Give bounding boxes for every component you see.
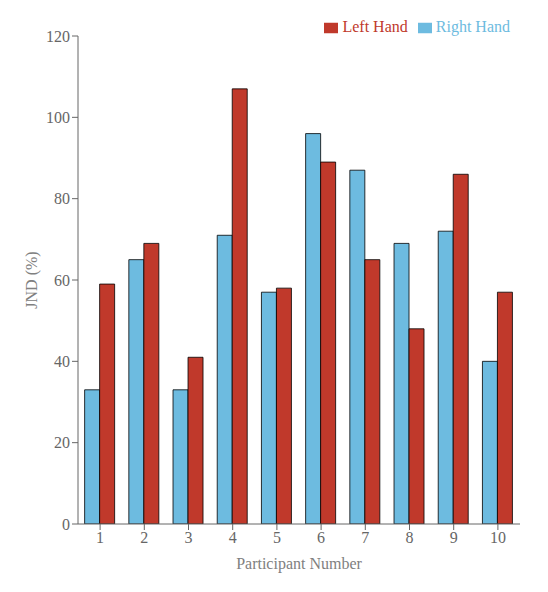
svg-text:7: 7 [361,529,369,546]
svg-text:6: 6 [317,529,325,546]
html-text:Right Hand: Right Hand [435,18,510,35]
svg-text:40: 40 [54,353,70,370]
svg-text:0: 0 [62,516,70,533]
svg-text:4: 4 [229,529,237,546]
svg-text:60: 60 [54,272,70,289]
svg-text:1: 1 [96,529,104,546]
svg-text:2: 2 [140,529,148,546]
svg-text:100: 100 [46,109,70,126]
svg-text:9: 9 [450,529,458,546]
svg-text:5: 5 [273,529,281,546]
svg-text:8: 8 [406,529,414,546]
svg-text:20: 20 [54,434,70,451]
svg-text:JND (%): JND (%) [23,251,41,308]
svg-text:Participant Number: Participant Number [236,555,362,573]
svg-text:3: 3 [185,529,193,546]
html-text:Left Hand: Left Hand [342,18,408,35]
svg-text:120: 120 [46,28,70,45]
svg-text:10: 10 [490,529,506,546]
svg-text:80: 80 [54,190,70,207]
